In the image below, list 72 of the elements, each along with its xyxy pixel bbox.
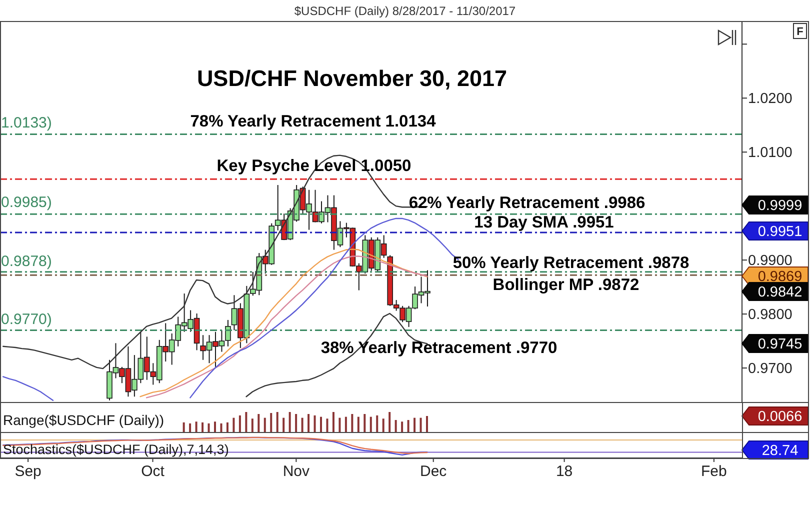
- annotation: 1.0133): [1, 114, 52, 132]
- ref-line-label: 78% Yearly Retracement 1.0134: [190, 112, 437, 130]
- bar: [202, 422, 204, 432]
- bar: [301, 418, 304, 432]
- bar: [308, 414, 310, 432]
- y-tick-label: 0.9800: [748, 307, 792, 324]
- bar: [332, 412, 334, 432]
- annotation: 0.9770): [1, 311, 52, 328]
- bar: [282, 418, 285, 432]
- text: USD/CHF November 30, 2017: [196, 66, 508, 91]
- bar: [370, 416, 372, 432]
- bar: [351, 414, 354, 432]
- bar: [420, 418, 422, 432]
- text: 0.9745: [758, 336, 802, 352]
- text: 0.9869: [758, 269, 802, 285]
- chart-title: $USDCHF (Daily) 8/28/2017 - 11/30/2017: [294, 4, 516, 18]
- bar: [394, 420, 397, 432]
- y-tick-label: 0.9700: [748, 360, 792, 377]
- y-tick-label: 1.0100: [748, 145, 792, 162]
- ref-line-label: 13 Day SMA .9951: [474, 214, 614, 232]
- annotation: 0.9878): [1, 252, 52, 270]
- text: 0.9842: [758, 284, 802, 300]
- ref-line-label: 38% Yearly Retracement .9770: [320, 339, 558, 358]
- bar: [251, 418, 254, 432]
- text: 0.9951: [758, 224, 802, 240]
- bar: [238, 415, 241, 432]
- bar: [245, 412, 248, 432]
- bar: [258, 414, 260, 432]
- ref-line-label: Bollinger MP .9872: [492, 276, 640, 294]
- bar: [357, 416, 360, 432]
- bar: [344, 416, 347, 432]
- bar: [426, 416, 428, 432]
- x-tick-label: Feb: [701, 463, 727, 480]
- bar: [214, 422, 216, 432]
- bar: [288, 412, 291, 432]
- x-tick-label: Oct: [141, 463, 166, 480]
- bar: [388, 412, 391, 432]
- bar: [320, 416, 322, 432]
- text: 28.74: [762, 443, 798, 459]
- x-tick-label: 18: [556, 463, 573, 480]
- bar: [407, 420, 410, 432]
- y-tick-label: 1.0200: [748, 91, 792, 108]
- letter-button: F: [793, 23, 807, 39]
- bar: [326, 418, 328, 432]
- bar: [232, 418, 235, 432]
- bar: [401, 422, 404, 432]
- y-tick-label: 0.9900: [748, 253, 792, 270]
- bar: [195, 422, 198, 432]
- ref-line-label: 62% Yearly Retracement .9986: [408, 194, 646, 212]
- ref-line-label: 50% Yearly Retracement .9878: [452, 254, 690, 272]
- bar: [382, 418, 384, 432]
- bar: [414, 418, 416, 432]
- bar: [189, 423, 192, 432]
- bar: [295, 414, 298, 432]
- x-tick-label: Dec: [420, 463, 448, 480]
- bar: [364, 414, 366, 432]
- bar: [314, 415, 316, 432]
- bar: [220, 423, 222, 432]
- bar: [264, 418, 266, 432]
- x-tick-label: Sep: [14, 463, 42, 480]
- annotation: 0.9985): [1, 194, 52, 212]
- chart-title: Range($USDCHF (Daily)): [3, 412, 164, 428]
- text: 0.9999: [758, 198, 802, 214]
- bar: [376, 415, 378, 432]
- bar: [208, 423, 210, 432]
- x-tick-label: Nov: [282, 463, 310, 480]
- bar: [182, 422, 185, 432]
- text: 0.0066: [758, 409, 802, 425]
- bar: [270, 413, 272, 432]
- bar: [276, 412, 278, 432]
- bar: [338, 418, 341, 432]
- bar: [226, 422, 228, 432]
